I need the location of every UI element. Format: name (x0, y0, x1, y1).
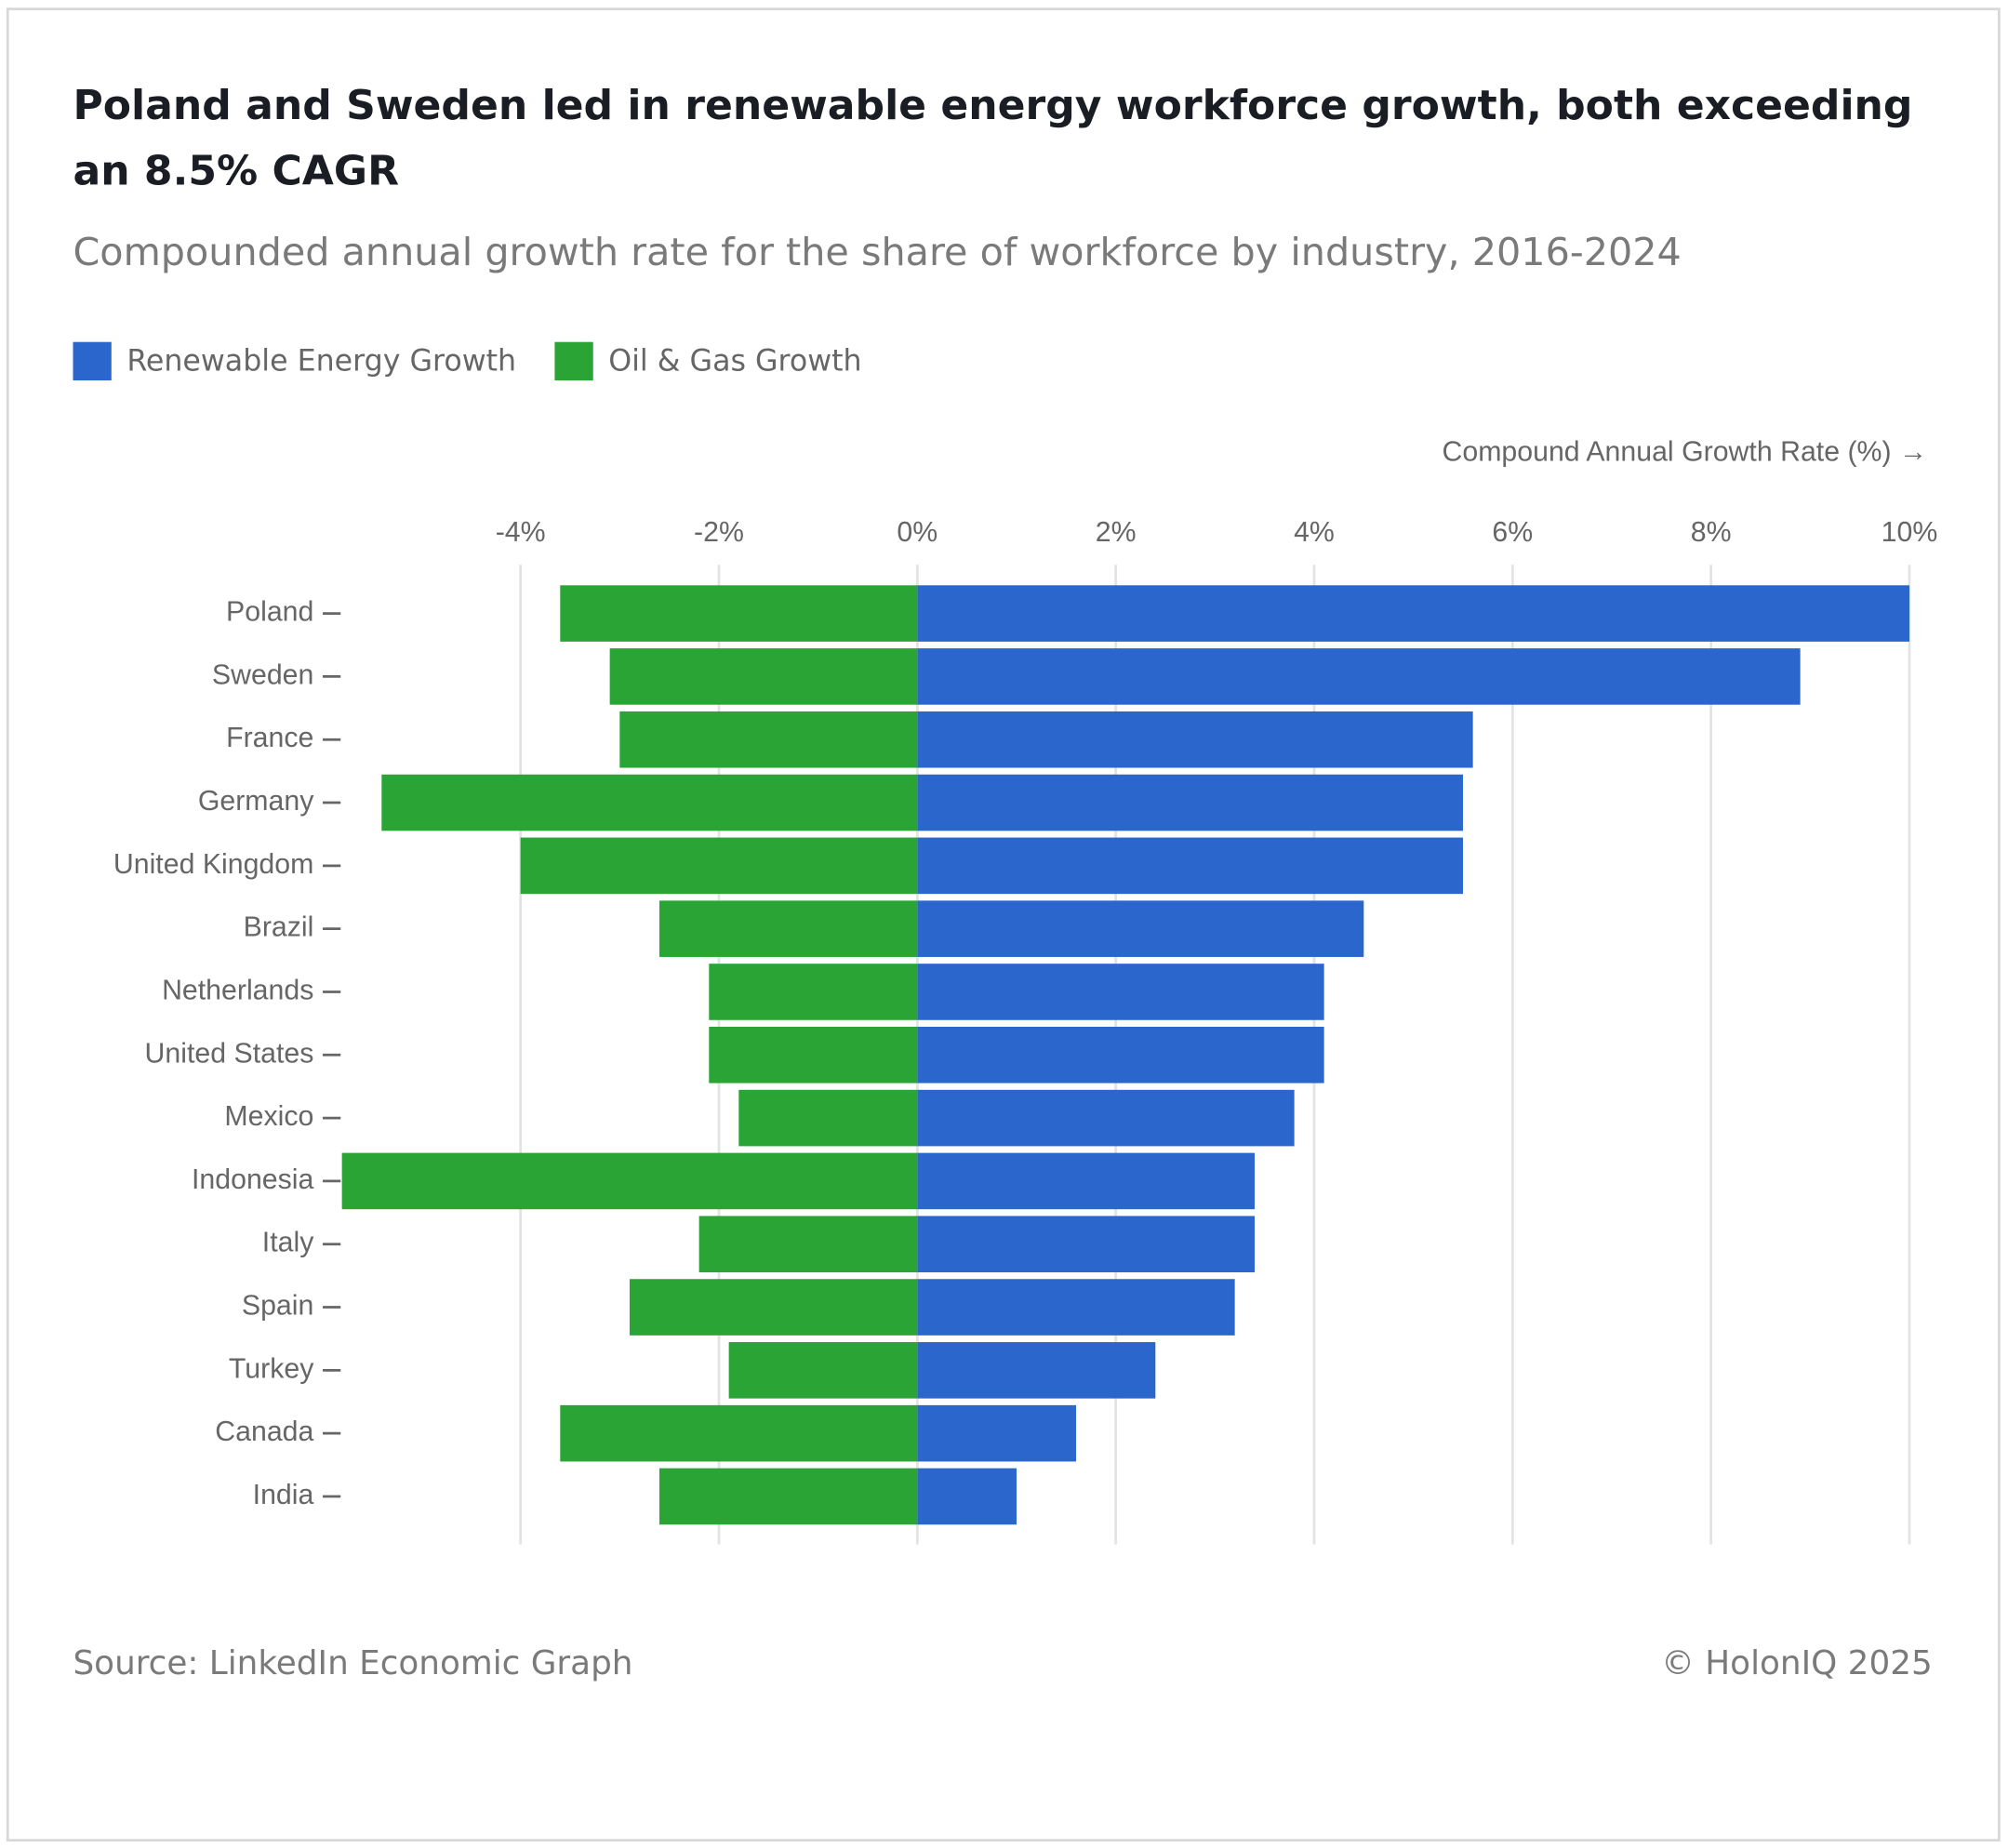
chart-title: Poland and Sweden led in renewable energ… (73, 80, 1913, 195)
bar (917, 1404, 1076, 1462)
x-tick-label: 8% (1691, 517, 1732, 548)
legend-swatch (554, 341, 593, 381)
y-tick-label: Poland (226, 597, 313, 628)
bar (728, 1342, 918, 1399)
bar (917, 1342, 1156, 1399)
x-tick-label: 10% (1882, 517, 1938, 548)
bar (709, 1026, 918, 1084)
y-tick-label: France (226, 723, 313, 753)
bar (381, 774, 918, 831)
y-tick-label: Mexico (224, 1101, 313, 1132)
x-tick-label: 0% (897, 517, 938, 548)
chart-subtitle: Compounded annual growth rate for the sh… (73, 230, 1681, 274)
x-tick-label: 2% (1096, 517, 1137, 548)
y-tick-label: Turkey (229, 1353, 314, 1384)
bar (917, 1216, 1255, 1273)
y-tick-label: Brazil (244, 912, 314, 943)
bar (341, 1152, 918, 1210)
bar (709, 964, 918, 1020)
source: Source: LinkedIn Economic Graph (73, 1644, 632, 1682)
x-axis-label: Compound Annual Growth Rate (%) → (1442, 436, 1927, 467)
y-tick-label: Netherlands (162, 975, 313, 1005)
bar (619, 711, 918, 768)
y-tick-label: Sweden (212, 659, 313, 690)
bar (560, 585, 918, 642)
bar (917, 1468, 1017, 1525)
x-tick-label: -2% (694, 517, 744, 548)
y-tick-label: India (253, 1480, 314, 1510)
bar (917, 774, 1463, 831)
bar (609, 648, 918, 705)
bar (917, 1026, 1324, 1084)
x-tick-label: 6% (1492, 517, 1533, 548)
bar (917, 711, 1473, 768)
bar (658, 1468, 918, 1525)
bar (917, 1089, 1295, 1147)
bar (917, 1152, 1255, 1210)
bar (698, 1216, 918, 1273)
bar (917, 1279, 1235, 1336)
y-tick-label: Canada (215, 1416, 313, 1447)
y-tick-label: Germany (198, 786, 314, 817)
bar (917, 964, 1324, 1020)
y-tick-label: Indonesia (192, 1164, 313, 1195)
x-tick-label: 4% (1294, 517, 1335, 548)
bar (658, 900, 918, 957)
y-tick-label: Italy (262, 1228, 314, 1258)
bar (520, 837, 918, 895)
y-tick-label: Spain (242, 1291, 313, 1322)
bar (629, 1279, 918, 1336)
bar (917, 837, 1463, 895)
y-tick-label: United Kingdom (113, 849, 313, 880)
legend-label: Oil & Gas Growth (608, 345, 861, 379)
bar (917, 900, 1364, 957)
legend-swatch (73, 341, 112, 381)
legend-label: Renewable Energy Growth (126, 345, 516, 379)
bar (738, 1089, 918, 1147)
copyright: © HolonIQ 2025 (1661, 1644, 1933, 1682)
bar (560, 1404, 918, 1462)
bar (917, 648, 1801, 705)
x-tick-label: -4% (496, 517, 546, 548)
y-tick-label: United States (145, 1038, 314, 1069)
title-box: Poland and Sweden led in renewable energ… (73, 80, 1913, 195)
bar (917, 585, 1909, 642)
